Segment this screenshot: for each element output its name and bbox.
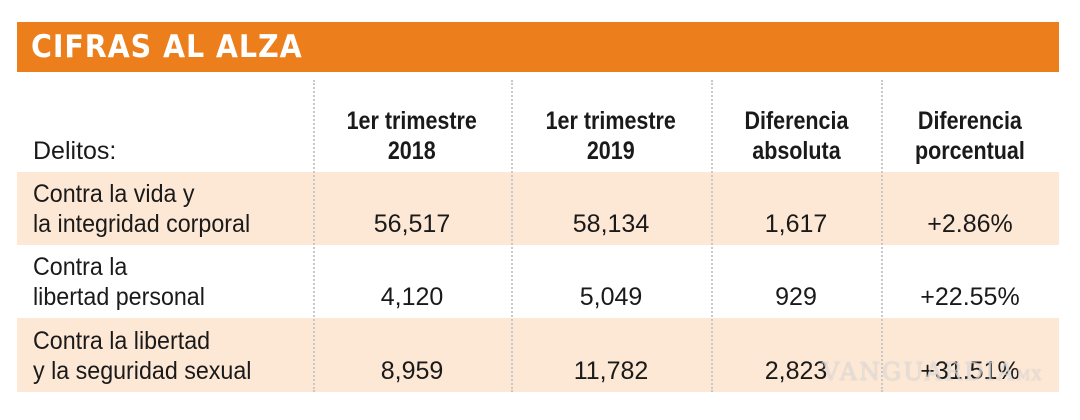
header-q1-2019-line2: 2019 [587, 137, 635, 165]
row-label-line1: Contra la libertad [33, 327, 211, 355]
table-row: Contra la libertad y la seguridad sexual… [17, 318, 1059, 392]
row-label-line2: libertad personal [33, 283, 205, 311]
row-label-line1: Contra la vida y [33, 180, 195, 208]
header-abs-diff-line2: absoluta [751, 137, 841, 165]
cell-q1-2018: 8,959 [380, 357, 444, 385]
row-label-line2: y la seguridad sexual [33, 357, 252, 385]
header-q1-2018-line2: 2018 [388, 137, 436, 165]
table-row: Contra la libertad personal 4,120 5,049 … [17, 245, 1059, 318]
header-q1-2019: 1er trimestre 2019 [511, 98, 711, 172]
cell-q1-2019: 11,782 [573, 357, 649, 385]
row-label: Contra la libertad personal [17, 245, 313, 318]
table-row: Contra la vida y la integridad corporal … [17, 172, 1059, 245]
title-banner: CIFRAS AL ALZA [17, 22, 1059, 72]
cell-abs-diff: 929 [775, 283, 817, 311]
cell-q1-2019: 58,134 [572, 210, 650, 238]
header-delitos-label: Delitos: [33, 137, 117, 165]
header-q1-2018: 1er trimestre 2018 [313, 98, 511, 172]
header-pct-diff: Diferencia porcentual [881, 98, 1059, 172]
chart-title: CIFRAS AL ALZA [31, 29, 303, 65]
header-pct-diff-line2: porcentual [915, 137, 1025, 165]
column-divider [313, 80, 315, 392]
row-label: Contra la libertad y la seguridad sexual [17, 318, 313, 392]
header-abs-diff-line1: Diferencia [744, 107, 848, 135]
header-q1-2018-line1: 1er trimestre [346, 107, 478, 135]
cell-pct-diff: +22.55% [920, 283, 1020, 311]
column-divider [711, 80, 713, 392]
column-divider [881, 80, 883, 392]
header-delitos: Delitos: [17, 98, 313, 172]
cell-pct-diff: +2.86% [927, 210, 1013, 238]
column-divider [511, 80, 513, 392]
cell-q1-2018: 56,517 [373, 210, 451, 238]
header-q1-2019-line1: 1er trimestre [545, 107, 677, 135]
row-label: Contra la vida y la integridad corporal [17, 172, 313, 245]
table-header-row: Delitos: 1er trimestre 2018 1er trimestr… [17, 98, 1059, 172]
data-table: Delitos: 1er trimestre 2018 1er trimestr… [17, 80, 1059, 392]
header-abs-diff: Diferencia absoluta [711, 98, 881, 172]
cell-pct-diff: +31.51% [920, 357, 1020, 385]
row-label-line2: la integridad corporal [33, 210, 251, 238]
header-pct-diff-line1: Diferencia [918, 107, 1022, 135]
cell-abs-diff: 2,823 [764, 357, 828, 385]
cell-q1-2018: 4,120 [380, 283, 444, 311]
cell-abs-diff: 1,617 [764, 210, 828, 238]
cell-q1-2019: 5,049 [579, 283, 643, 311]
row-label-line1: Contra la [33, 253, 128, 281]
